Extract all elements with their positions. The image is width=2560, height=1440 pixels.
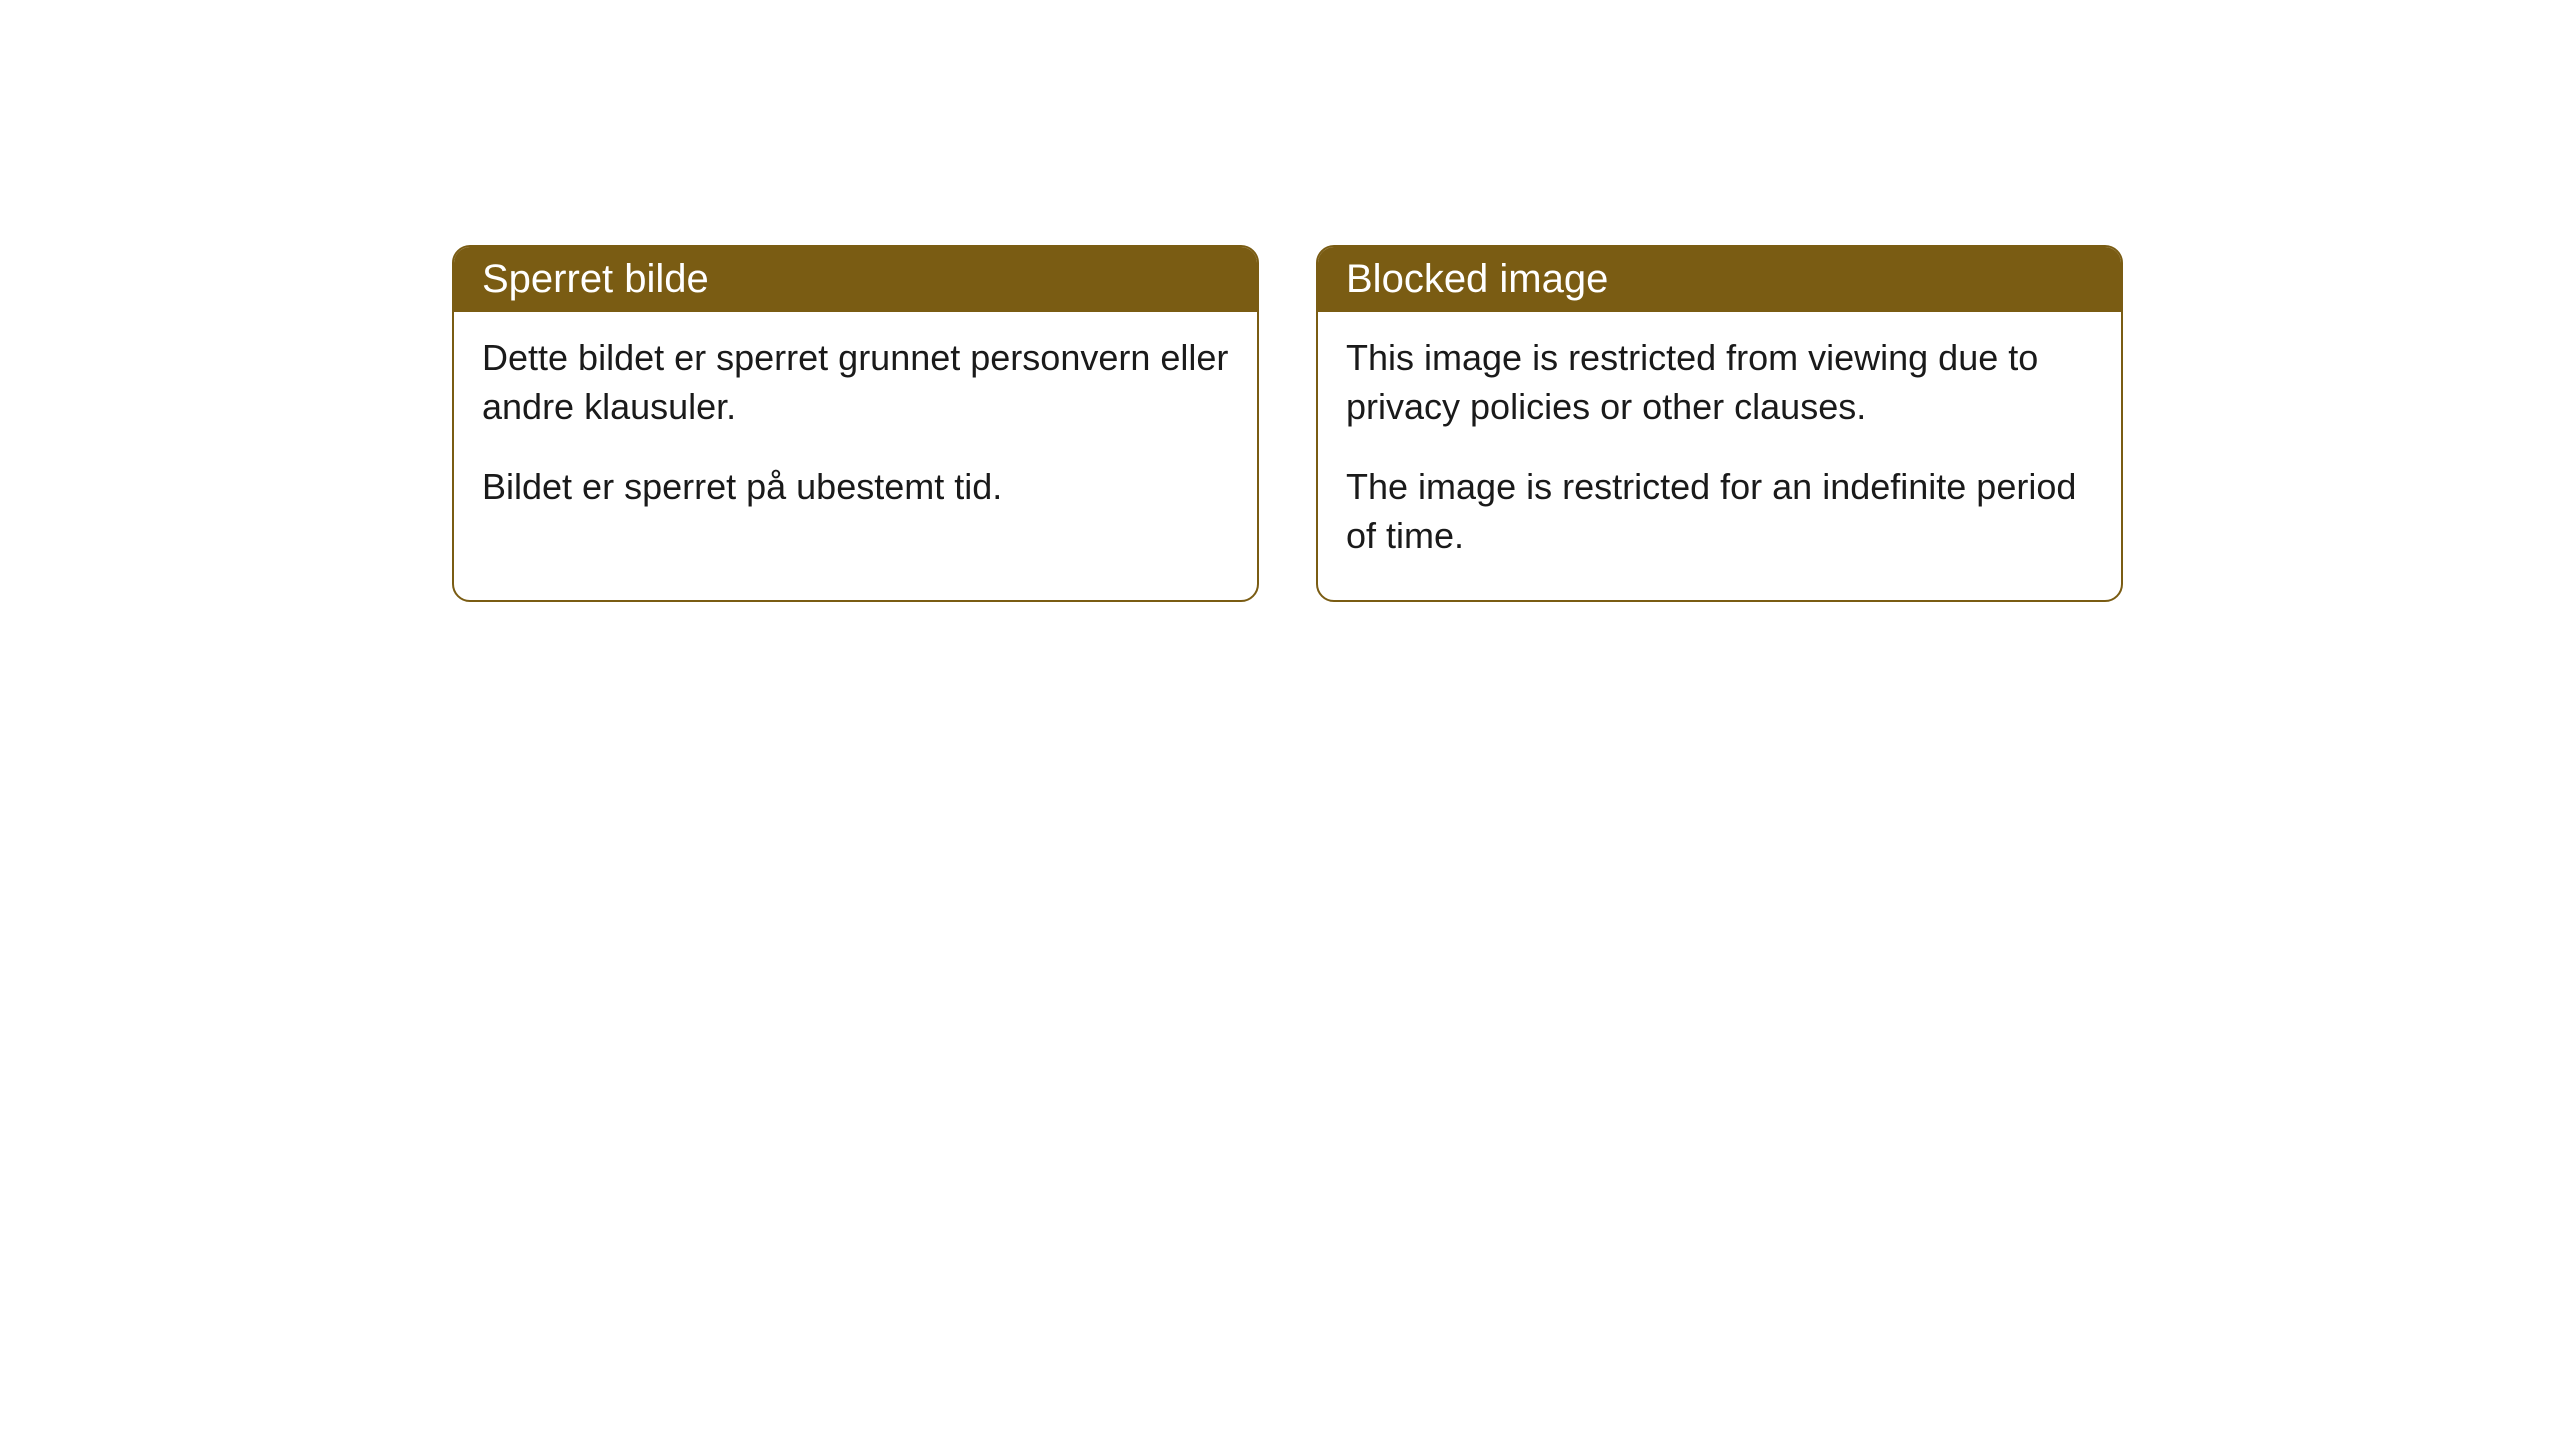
- blocked-image-card-en: Blocked image This image is restricted f…: [1316, 245, 2123, 602]
- card-body-en: This image is restricted from viewing du…: [1318, 312, 2121, 600]
- card-paragraph-2-en: The image is restricted for an indefinit…: [1346, 463, 2093, 560]
- card-header-no: Sperret bilde: [454, 247, 1257, 312]
- card-paragraph-1-no: Dette bildet er sperret grunnet personve…: [482, 334, 1229, 431]
- cards-container: Sperret bilde Dette bildet er sperret gr…: [452, 245, 2560, 602]
- card-body-no: Dette bildet er sperret grunnet personve…: [454, 312, 1257, 552]
- blocked-image-card-no: Sperret bilde Dette bildet er sperret gr…: [452, 245, 1259, 602]
- card-paragraph-2-no: Bildet er sperret på ubestemt tid.: [482, 463, 1229, 512]
- card-header-en: Blocked image: [1318, 247, 2121, 312]
- card-title-en: Blocked image: [1346, 257, 1608, 301]
- card-paragraph-1-en: This image is restricted from viewing du…: [1346, 334, 2093, 431]
- card-title-no: Sperret bilde: [482, 257, 709, 301]
